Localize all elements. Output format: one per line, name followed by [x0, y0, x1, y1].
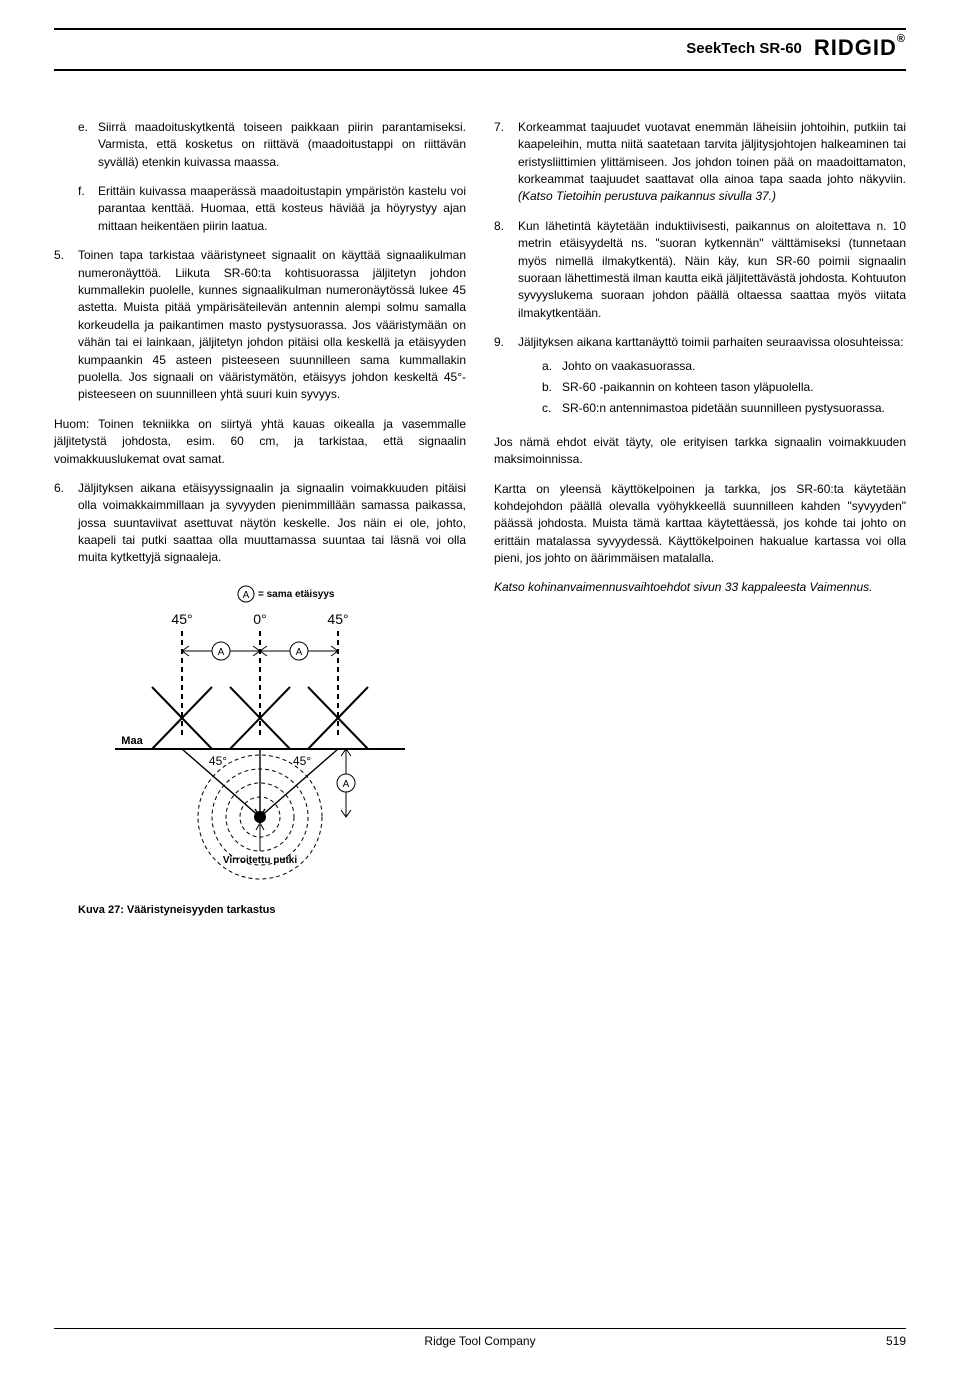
item-9: 9. Jäljityksen aikana karttanäyttö toimi… [494, 334, 906, 422]
svg-text:A: A [243, 590, 250, 601]
svg-text:Maa: Maa [121, 735, 143, 747]
product-name: SeekTech SR-60 [686, 38, 802, 60]
footer-company: Ridge Tool Company [424, 1333, 535, 1350]
distortion-diagram: A = sama etäisyys 45° 0° 45° [110, 579, 410, 889]
figure-27: A = sama etäisyys 45° 0° 45° [54, 579, 466, 889]
svg-text:45°: 45° [209, 754, 227, 768]
right-column: 7. Korkeammat taajuudet vuotavat enemmän… [494, 119, 906, 919]
left-column: e. Siirrä maadoituskytkentä toiseen paik… [54, 119, 466, 919]
svg-text:45°: 45° [171, 611, 192, 627]
page-footer: Ridge Tool Company 519 [54, 1328, 906, 1350]
brand-logo: RIDGID® [814, 32, 906, 64]
item-6: 6. Jäljityksen aikana etäisyyssignaalin … [54, 480, 466, 567]
right-para1: Jos nämä ehdot eivät täyty, ole erityise… [494, 434, 906, 469]
sublist-9: a. Johto on vaakasuorassa. b. SR-60 -pai… [518, 358, 906, 418]
svg-text:Virroitettu putki: Virroitettu putki [223, 855, 297, 866]
svg-text:A: A [296, 647, 303, 658]
figure-caption: Kuva 27: Vääristyneisyyden tarkastus [54, 903, 466, 919]
note-huom: Huom: Toinen tekniikka on siirtyä yhtä k… [54, 416, 466, 468]
item-5: 5. Toinen tapa tarkistaa vääristyneet si… [54, 247, 466, 404]
svg-text:45°: 45° [293, 754, 311, 768]
body-columns: e. Siirrä maadoituskytkentä toiseen paik… [54, 119, 906, 919]
item-9b: b. SR-60 -paikannin on kohteen tason ylä… [542, 379, 906, 396]
svg-text:0°: 0° [253, 611, 266, 627]
svg-text:= sama etäisyys: = sama etäisyys [258, 589, 335, 600]
sublist-ef: e. Siirrä maadoituskytkentä toiseen paik… [54, 119, 466, 235]
item-f: f. Erittäin kuivassa maaperässä maadoitu… [78, 183, 466, 235]
item-7: 7. Korkeammat taajuudet vuotavat enemmän… [494, 119, 906, 206]
svg-text:A: A [343, 779, 350, 790]
svg-text:A: A [218, 647, 225, 658]
footer-pagenum: 519 [886, 1333, 906, 1350]
right-para3: Katso kohinanvaimennusvaihtoehdot sivun … [494, 579, 906, 596]
right-para2: Kartta on yleensä käyttökelpoinen ja tar… [494, 481, 906, 568]
item-9c: c. SR-60:n antennimastoa pidetään suunni… [542, 400, 906, 417]
page-header: SeekTech SR-60 RIDGID® [54, 28, 906, 71]
svg-text:45°: 45° [327, 611, 348, 627]
item-9a: a. Johto on vaakasuorassa. [542, 358, 906, 375]
item-e: e. Siirrä maadoituskytkentä toiseen paik… [78, 119, 466, 171]
item-8: 8. Kun lähetintä käytetään induktiivises… [494, 218, 906, 322]
